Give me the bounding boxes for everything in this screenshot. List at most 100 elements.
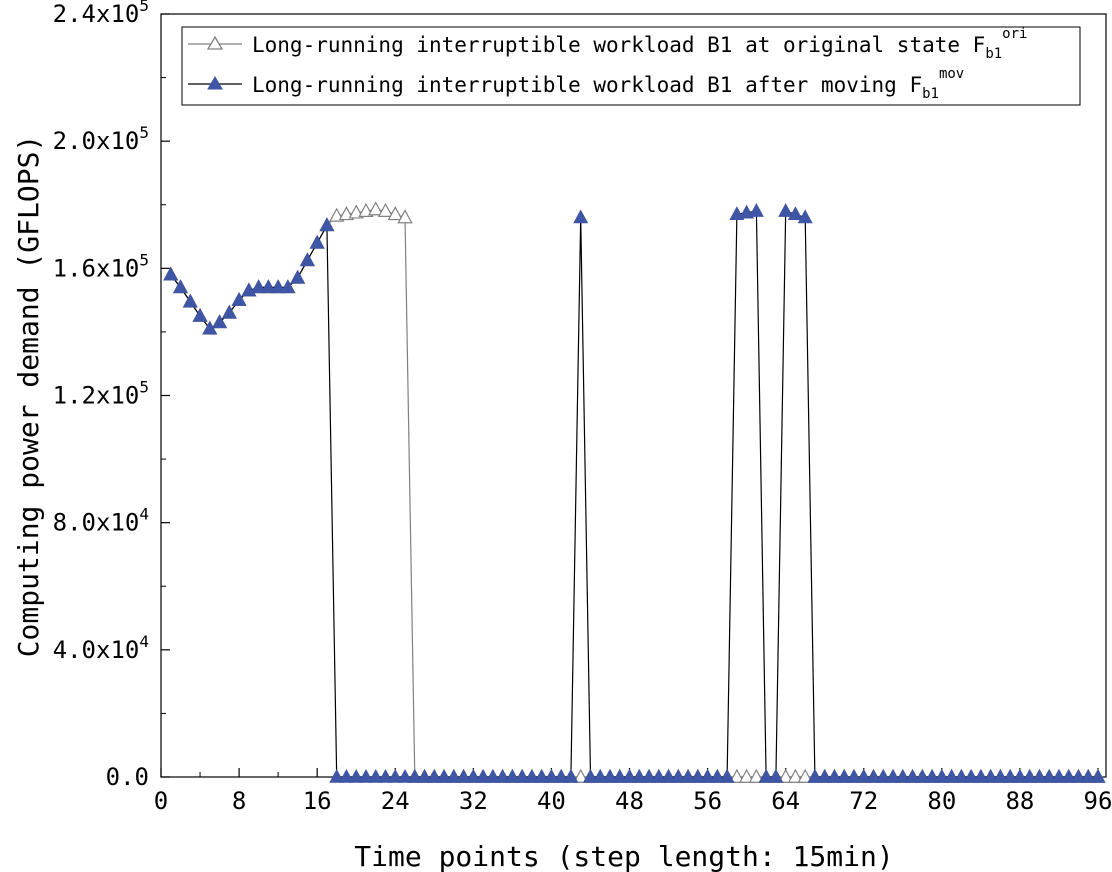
plot-frame	[160, 13, 1107, 778]
data-point	[309, 234, 325, 249]
data-point	[1090, 768, 1106, 783]
data-point	[377, 202, 394, 217]
data-point	[377, 768, 393, 783]
data-point	[787, 768, 804, 783]
data-point	[817, 768, 833, 783]
data-point	[885, 768, 901, 783]
series-line	[170, 210, 1098, 778]
y-tick-label: 4.0x104	[53, 632, 149, 664]
data-point	[251, 279, 267, 294]
data-point	[807, 768, 823, 783]
data-point	[866, 768, 882, 783]
y-axis-title: Computing power demand (GFLOPS)	[12, 135, 45, 658]
data-point	[456, 768, 472, 783]
data-point	[582, 768, 598, 783]
data-point	[651, 768, 667, 783]
series-line	[170, 208, 1098, 778]
data-point	[436, 768, 452, 783]
data-point	[329, 768, 345, 783]
data-point	[212, 314, 228, 329]
data-point	[1070, 768, 1086, 783]
data-point	[836, 768, 852, 783]
data-point	[1080, 768, 1096, 783]
x-tick-label: 32	[459, 787, 488, 815]
data-point	[514, 768, 530, 783]
data-point	[973, 768, 989, 783]
y-tick-label: 2.0x105	[53, 123, 149, 155]
data-point	[338, 768, 354, 783]
data-point	[680, 768, 696, 783]
y-tick-label: 2.4x105	[53, 0, 149, 28]
data-point	[1002, 768, 1018, 783]
data-point	[778, 768, 794, 783]
data-point	[465, 768, 481, 783]
data-point	[524, 768, 540, 783]
data-point	[475, 768, 491, 783]
data-point	[1012, 768, 1028, 783]
data-point	[631, 768, 647, 783]
data-point	[1041, 768, 1057, 783]
data-point	[1061, 768, 1077, 783]
x-tick-label: 0	[154, 787, 168, 815]
data-point	[641, 768, 657, 783]
data-point	[553, 768, 569, 783]
data-point	[299, 252, 315, 267]
x-tick-label: 8	[232, 787, 246, 815]
data-point	[738, 768, 755, 783]
series-original	[163, 201, 1106, 783]
data-point	[495, 768, 511, 783]
x-tick-label: 64	[771, 787, 800, 815]
data-point	[953, 768, 969, 783]
data-point	[602, 768, 618, 783]
data-point	[319, 217, 335, 232]
data-point	[1022, 768, 1038, 783]
x-tick-label: 72	[849, 787, 878, 815]
x-tick-label: 56	[693, 787, 722, 815]
data-point	[173, 279, 189, 294]
data-point	[407, 768, 423, 783]
data-point	[485, 768, 501, 783]
x-tick-label: 24	[381, 787, 410, 815]
data-point	[573, 209, 589, 224]
data-point	[290, 269, 306, 284]
data-point	[778, 203, 794, 217]
data-point	[348, 768, 364, 783]
data-point	[368, 201, 384, 216]
series-moved	[163, 203, 1106, 783]
data-point	[221, 304, 237, 319]
y-tick-label: 1.6x105	[53, 250, 149, 282]
data-point	[748, 768, 765, 783]
data-point	[358, 768, 374, 783]
data-point	[592, 768, 608, 783]
data-point	[895, 768, 911, 783]
data-point	[543, 768, 559, 783]
x-axis-title: Time points (step length: 15min)	[354, 840, 893, 872]
legend: Long-running interruptible workload B1 a…	[181, 26, 1081, 106]
legend-marker-moved	[207, 76, 223, 90]
data-point	[846, 768, 862, 783]
data-point	[426, 768, 442, 783]
data-point	[504, 768, 520, 783]
data-point	[670, 768, 686, 783]
data-point	[944, 768, 960, 783]
data-point	[709, 768, 725, 783]
legend-box	[181, 26, 1081, 106]
data-point	[768, 768, 784, 783]
data-point	[992, 768, 1008, 783]
data-point	[260, 279, 276, 294]
data-point	[729, 768, 745, 783]
data-point	[748, 203, 764, 217]
x-tick-label: 16	[303, 787, 332, 815]
data-point	[661, 768, 677, 783]
data-point	[397, 768, 413, 783]
data-point	[163, 266, 179, 281]
x-tick-label: 48	[615, 787, 644, 815]
data-point	[563, 768, 579, 783]
data-point	[1051, 768, 1067, 783]
data-point	[270, 279, 286, 294]
x-tick-label: 40	[537, 787, 566, 815]
data-point	[934, 768, 950, 783]
data-point	[729, 206, 745, 221]
data-point	[534, 768, 550, 783]
